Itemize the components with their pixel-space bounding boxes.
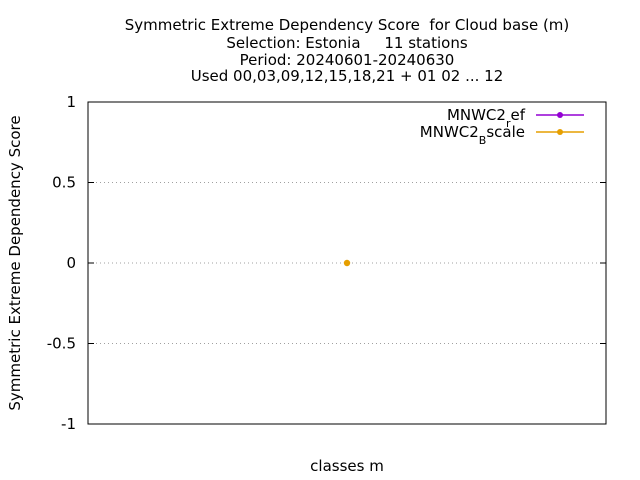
legend-label-rest-0: ef: [510, 106, 525, 124]
legend-label-0: MNWC2ref: [447, 106, 526, 130]
legend-label-base-0: MNWC2: [447, 106, 506, 124]
y-tick-label-0: 1: [66, 93, 76, 111]
y-tick-label-4: -1: [61, 415, 76, 433]
legend-label-sub-0: r: [506, 117, 511, 130]
legend-label-1: MNWC2Bscale: [420, 123, 525, 147]
y-tick-label-2: 0: [66, 254, 76, 272]
legend-label-base-1: MNWC2: [420, 123, 479, 141]
legend-label-sub-1: B: [479, 134, 487, 147]
y-ticks: 1 0.5 0 -0.5 -1: [47, 93, 606, 433]
data-point-series-1-0: [343, 259, 351, 267]
data-points: [343, 259, 351, 267]
title-line-0: Symmetric Extreme Dependency Score for C…: [125, 16, 570, 34]
y-tick-label-3: -0.5: [47, 335, 76, 353]
title-line-3: Used 00,03,09,12,15,18,21 + 01 02 ... 12: [191, 67, 504, 85]
legend-marker-1: [557, 129, 563, 135]
title-line-1: Selection: Estonia 11 stations: [226, 34, 467, 52]
title-line-2: Period: 20240601-20240630: [240, 51, 455, 69]
y-tick-label-1: 0.5: [52, 174, 76, 192]
legend-label-rest-1: scale: [486, 123, 525, 141]
chart-title: Symmetric Extreme Dependency Score for C…: [125, 16, 570, 85]
x-axis-label: classes m: [310, 457, 384, 475]
legend-marker-0: [557, 112, 563, 118]
y-axis-label: Symmetric Extreme Dependency Score: [6, 115, 24, 410]
